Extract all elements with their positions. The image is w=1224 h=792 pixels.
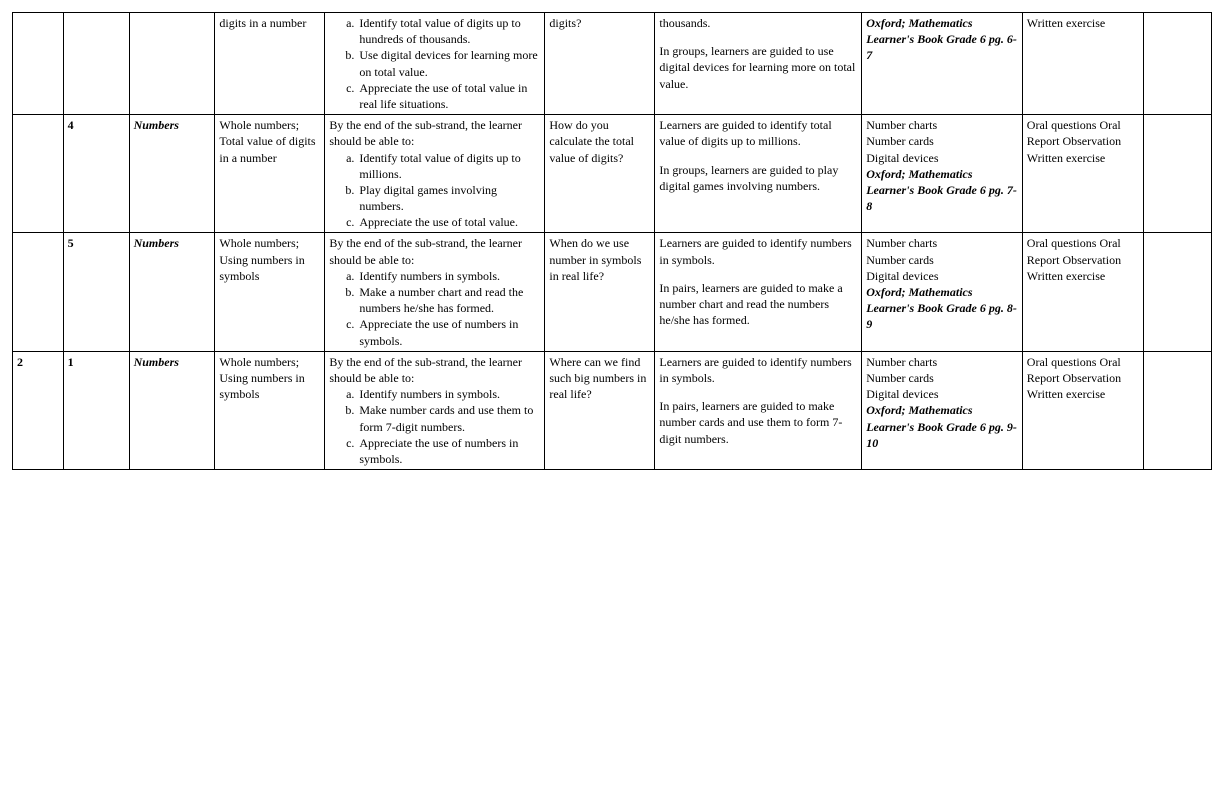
objective-item: Appreciate the use of total value in rea… <box>357 80 540 112</box>
resource-line: Number charts <box>866 117 1018 133</box>
cell-week <box>13 13 64 115</box>
cell-remarks <box>1143 115 1211 233</box>
cell-key-question: When do we use number in symbols in real… <box>545 233 655 351</box>
cell-substrand: digits in a number <box>215 13 325 115</box>
cell-assessment: Oral questions Oral Report Observation W… <box>1022 351 1143 469</box>
cell-remarks <box>1143 13 1211 115</box>
cell-strand: Numbers <box>129 115 215 233</box>
objective-item: Appreciate the use of numbers in symbols… <box>357 435 540 467</box>
cell-remarks <box>1143 351 1211 469</box>
objective-item: Play digital games involving numbers. <box>357 182 540 214</box>
cell-objectives: Identify total value of digits up to hun… <box>325 13 545 115</box>
cell-objectives: By the end of the sub-strand, the learne… <box>325 233 545 351</box>
objective-item: Appreciate the use of total value. <box>357 214 540 230</box>
cell-week: 2 <box>13 351 64 469</box>
cell-activities: Learners are guided to identify total va… <box>655 115 862 233</box>
resource-line: Number cards <box>866 133 1018 149</box>
resource-line: Number charts <box>866 235 1018 251</box>
cell-strand: Numbers <box>129 351 215 469</box>
resource-line: Digital devices <box>866 268 1018 284</box>
resource-book: Oxford; Mathematics Learner's Book Grade… <box>866 166 1018 215</box>
resource-line: Digital devices <box>866 150 1018 166</box>
resource-book: Oxford; Mathematics Learner's Book Grade… <box>866 402 1018 451</box>
cell-activities: Learners are guided to identify numbers … <box>655 233 862 351</box>
cell-key-question: digits? <box>545 13 655 115</box>
objectives-intro: By the end of the sub-strand, the learne… <box>329 117 540 149</box>
objective-item: Make number cards and use them to form 7… <box>357 402 540 434</box>
cell-resources: Oxford; Mathematics Learner's Book Grade… <box>862 13 1023 115</box>
cell-activities: thousands. In groups, learners are guided… <box>655 13 862 115</box>
cell-assessment: Written exercise <box>1022 13 1143 115</box>
objectives-list: Identify numbers in symbols.Make number … <box>329 386 540 467</box>
cell-substrand: Whole numbers; Total value of digits in … <box>215 115 325 233</box>
objective-item: Identify total value of digits up to mil… <box>357 150 540 182</box>
objective-item: Identify numbers in symbols. <box>357 386 540 402</box>
resource-line: Number cards <box>866 370 1018 386</box>
cell-assessment: Oral questions Oral Report Observation W… <box>1022 115 1143 233</box>
cell-week <box>13 115 64 233</box>
cell-resources: Number chartsNumber cardsDigital devices… <box>862 115 1023 233</box>
cell-assessment: Oral questions Oral Report Observation W… <box>1022 233 1143 351</box>
objectives-list: Identify numbers in symbols.Make a numbe… <box>329 268 540 349</box>
objective-item: Appreciate the use of numbers in symbols… <box>357 316 540 348</box>
objective-item: Make a number chart and read the numbers… <box>357 284 540 316</box>
cell-remarks <box>1143 233 1211 351</box>
objective-item: Identify numbers in symbols. <box>357 268 540 284</box>
cell-substrand: Whole numbers; Using numbers in symbols <box>215 233 325 351</box>
objectives-intro: By the end of the sub-strand, the learne… <box>329 354 540 386</box>
table-row: 4NumbersWhole numbers; Total value of di… <box>13 115 1212 233</box>
table-row: 5NumbersWhole numbers; Using numbers in … <box>13 233 1212 351</box>
cell-activities: Learners are guided to identify numbers … <box>655 351 862 469</box>
objective-item: Use digital devices for learning more on… <box>357 47 540 79</box>
cell-lesson: 1 <box>63 351 129 469</box>
objectives-list: Identify total value of digits up to hun… <box>329 15 540 112</box>
resource-line: Number cards <box>866 252 1018 268</box>
objective-item: Identify total value of digits up to hun… <box>357 15 540 47</box>
cell-resources: Number chartsNumber cardsDigital devices… <box>862 351 1023 469</box>
activity-p2: In groups, learners are guided to play d… <box>659 162 857 194</box>
scheme-of-work-table: digits in a number Identify total value o… <box>12 12 1212 470</box>
table-row: digits in a number Identify total value o… <box>13 13 1212 115</box>
cell-strand <box>129 13 215 115</box>
cell-week <box>13 233 64 351</box>
activity-p2: In pairs, learners are guided to make nu… <box>659 398 857 447</box>
activity-p2: In pairs, learners are guided to make a … <box>659 280 857 329</box>
objectives-intro: By the end of the sub-strand, the learne… <box>329 235 540 267</box>
activity-p1: Learners are guided to identify numbers … <box>659 354 857 386</box>
cell-objectives: By the end of the sub-strand, the learne… <box>325 115 545 233</box>
cell-key-question: Where can we find such big numbers in re… <box>545 351 655 469</box>
cell-strand: Numbers <box>129 233 215 351</box>
resource-line: Number charts <box>866 354 1018 370</box>
cell-substrand: Whole numbers; Using numbers in symbols <box>215 351 325 469</box>
activity-p1: Learners are guided to identify total va… <box>659 117 857 149</box>
table-row: 21NumbersWhole numbers; Using numbers in… <box>13 351 1212 469</box>
activity-p2: In groups, learners are guided to use di… <box>659 43 857 92</box>
cell-lesson: 4 <box>63 115 129 233</box>
cell-lesson: 5 <box>63 233 129 351</box>
resource-line: Digital devices <box>866 386 1018 402</box>
activity-p1: Learners are guided to identify numbers … <box>659 235 857 267</box>
objectives-list: Identify total value of digits up to mil… <box>329 150 540 231</box>
cell-lesson <box>63 13 129 115</box>
table-body: digits in a number Identify total value o… <box>13 13 1212 470</box>
cell-resources: Number chartsNumber cardsDigital devices… <box>862 233 1023 351</box>
activity-p1: thousands. <box>659 15 857 31</box>
resource-book: Oxford; Mathematics Learner's Book Grade… <box>866 15 1018 64</box>
resource-book: Oxford; Mathematics Learner's Book Grade… <box>866 284 1018 333</box>
cell-key-question: How do you calculate the total value of … <box>545 115 655 233</box>
cell-objectives: By the end of the sub-strand, the learne… <box>325 351 545 469</box>
